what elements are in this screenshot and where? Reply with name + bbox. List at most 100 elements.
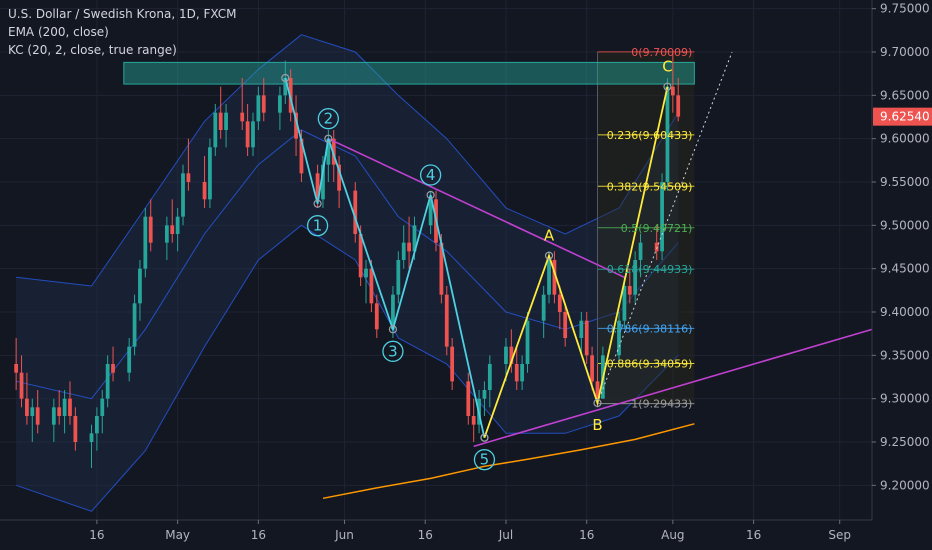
candle-body xyxy=(73,416,78,442)
time-axis-panel xyxy=(0,520,932,550)
candle-body xyxy=(186,173,191,182)
impulse-wave-label-ring xyxy=(382,340,404,362)
candle xyxy=(148,199,153,252)
candle xyxy=(132,294,137,356)
candle-body xyxy=(450,346,455,382)
abc-wave-label: A xyxy=(544,227,555,245)
candle xyxy=(654,225,659,260)
time-tick-label: 16 xyxy=(89,528,104,542)
impulse-wave-label-ring xyxy=(317,108,339,130)
candle-body xyxy=(407,242,411,252)
candle-body xyxy=(240,112,245,122)
candle-body xyxy=(444,294,449,347)
candle xyxy=(240,78,245,130)
time-tick-label: 16 xyxy=(251,528,266,542)
candle xyxy=(30,398,35,442)
impulse-wave-label: 4 xyxy=(426,166,436,184)
abc-wave-label: B xyxy=(592,416,602,434)
elliott-waves[interactable]: 1 2 3 4 5 A B C xyxy=(281,58,673,471)
candle-body xyxy=(224,112,228,130)
candle-body xyxy=(111,364,115,373)
candle-body xyxy=(164,225,169,243)
candle-body xyxy=(148,216,153,243)
candle xyxy=(552,251,557,304)
candle-body xyxy=(25,398,29,416)
candle xyxy=(73,407,78,451)
candle-body xyxy=(294,112,298,139)
price-tick-label: 9.25000 xyxy=(880,435,930,449)
candle-body xyxy=(466,381,471,416)
time-tick-label: 16 xyxy=(418,528,433,542)
price-tick-label: 9.55000 xyxy=(880,175,930,189)
candle-body xyxy=(208,147,212,200)
impulse-wave-label-ring xyxy=(419,164,442,186)
candle-body xyxy=(525,320,530,364)
candle xyxy=(19,355,24,408)
candle-body xyxy=(30,407,35,416)
fib-level-label: 0.236(9.60433) xyxy=(607,129,693,142)
candle-body xyxy=(170,225,175,234)
price-tick-label: 9.30000 xyxy=(880,392,930,406)
candle xyxy=(251,112,255,156)
candle xyxy=(100,390,105,434)
candle xyxy=(374,294,379,338)
price-tick-label: 9.35000 xyxy=(880,348,930,362)
price-tick-label: 9.60000 xyxy=(880,132,930,146)
candle xyxy=(665,78,670,191)
candle-body xyxy=(143,216,148,269)
candle-body xyxy=(175,216,180,234)
candle xyxy=(294,95,298,156)
time-tick-label: 16 xyxy=(579,528,594,542)
impulse-wave-label-ring xyxy=(306,215,329,237)
candle-body xyxy=(482,390,487,399)
candle-body xyxy=(563,312,568,338)
candle xyxy=(514,346,519,390)
candle xyxy=(676,78,681,122)
candle xyxy=(557,286,562,330)
candle-body xyxy=(676,95,681,117)
impulse-wave-label: 5 xyxy=(480,451,490,469)
candle-body xyxy=(374,303,379,330)
fib-level-label: 0.382(9.54509) xyxy=(607,180,693,193)
candle-body xyxy=(95,416,99,434)
candle xyxy=(622,277,627,330)
ema-line xyxy=(322,423,695,500)
candle-body xyxy=(321,164,325,200)
fibonacci-labels: 0(9.70009) 0.236(9.60433) 0.382(9.54509) 0.… xyxy=(607,46,693,411)
candle-body xyxy=(665,86,670,182)
candle xyxy=(127,338,132,382)
candle-body xyxy=(68,398,72,416)
candle-body xyxy=(35,407,40,425)
candle xyxy=(638,234,643,278)
abc-wave-pivot xyxy=(663,82,672,91)
impulse-wave-pivot xyxy=(324,134,333,143)
trendline xyxy=(473,328,873,448)
candle-body xyxy=(401,242,406,260)
ema-200 xyxy=(322,423,695,500)
last-price-label: 9.62540 xyxy=(880,110,930,124)
candle xyxy=(68,381,72,425)
resistance-zone[interactable] xyxy=(123,61,695,85)
candle-body xyxy=(245,121,250,148)
candle-body xyxy=(439,242,444,295)
candle xyxy=(202,156,207,208)
candle-body xyxy=(218,112,223,130)
candle xyxy=(590,346,594,390)
candle xyxy=(245,104,250,156)
price-tick-label: 9.20000 xyxy=(880,478,930,492)
candle-body xyxy=(670,86,675,96)
candle xyxy=(466,372,471,425)
abc-wave-pivot xyxy=(480,433,489,442)
candle xyxy=(256,86,261,130)
candle xyxy=(547,251,551,304)
candle-body xyxy=(504,346,508,364)
candle-body xyxy=(358,234,363,278)
trendlines[interactable] xyxy=(328,51,873,448)
candle-body xyxy=(547,260,551,295)
fib-level-label: 0.786(9.38116) xyxy=(607,322,693,335)
candle xyxy=(14,338,19,390)
candle-body xyxy=(595,381,600,399)
candle xyxy=(482,381,487,416)
